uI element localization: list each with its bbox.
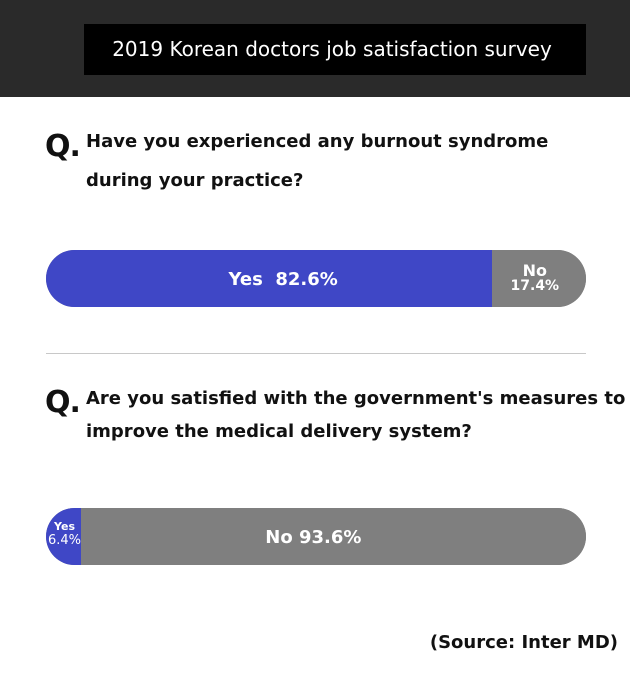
bar-2-no-label: No 93.6% <box>265 527 361 548</box>
bar-1-yes-segment <box>46 250 493 307</box>
bar-1-no-segment <box>492 250 586 307</box>
bar-1-yes-label: Yes 82.6% <box>229 269 338 290</box>
delivery-system-bar-chart: Yes 6.4% No 93.6% <box>46 508 586 565</box>
bar-2-yes-category: Yes <box>54 520 75 533</box>
question-2-marker: Q. <box>45 385 81 420</box>
section-divider <box>46 353 586 354</box>
source-note: (Source: Inter MD) <box>429 632 618 653</box>
bar-2-yes-segment <box>46 508 81 565</box>
bar-1-no-label: No 17.4% <box>511 262 560 294</box>
bar-2-no-segment <box>80 508 586 565</box>
bar-1-no-category: No <box>522 261 547 280</box>
question-1-marker: Q. <box>45 129 81 164</box>
bar-1-no-value: 17.4% <box>510 278 560 294</box>
page-title: 2019 Korean doctors job satisfaction sur… <box>84 24 586 75</box>
question-2-line-2: improve the medical delivery system? <box>86 421 472 442</box>
bar-2-yes-value: 6.4% <box>48 533 82 548</box>
question-1-line-2: during your practice? <box>86 170 304 191</box>
bar-2-yes-label: Yes 6.4% <box>48 520 81 548</box>
bar-2-no-category: No <box>265 527 293 548</box>
burnout-bar-chart: Yes 82.6% No 17.4% <box>46 250 586 307</box>
bar-2-no-value: 93.6% <box>298 527 362 548</box>
bar-1-yes-category: Yes <box>228 269 263 290</box>
bar-1-yes-value: 82.6% <box>275 269 338 290</box>
question-2-line-1: Are you satisfied with the government's … <box>86 388 626 409</box>
question-1-line-1: Have you experienced any burnout syndrom… <box>86 131 549 152</box>
